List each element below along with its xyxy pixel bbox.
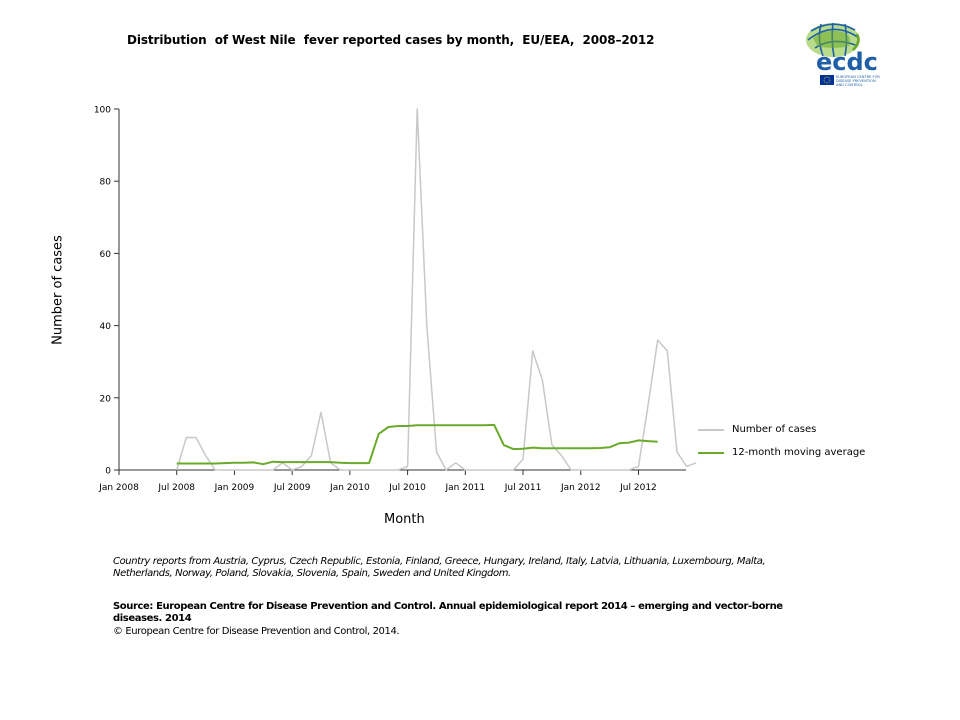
x-tick-label: Jul 2008 [157, 483, 195, 493]
ecdc-globe-icon: ecdc EUROPEAN CENTRE FOR DISEASE PREVENT… [806, 22, 880, 87]
legend-label: 12-month moving average [732, 447, 866, 458]
chart-legend: Number of cases 12-month moving average [698, 418, 865, 464]
y-tick-label: 60 [100, 250, 112, 260]
series-moving-average [176, 423, 658, 466]
svg-text:AND CONTROL: AND CONTROL [836, 83, 863, 87]
legend-item-cases: Number of cases [698, 418, 865, 441]
y-tick-label: 100 [94, 106, 111, 116]
x-tick-label: Jan 2011 [444, 483, 485, 493]
legend-swatch-cases [698, 428, 724, 431]
x-tick-label: Jan 2010 [329, 483, 370, 493]
line-chart: 0 20 40 60 80 100 Jan 2008 Jul 2008 Jan 2009 Jul… [94, 106, 697, 493]
legend-item-average: 12-month moving average [698, 441, 865, 464]
y-axis-label: Number of cases [50, 235, 66, 345]
y-tick-label: 80 [100, 178, 112, 188]
x-tick-label: Jan 2012 [560, 483, 601, 493]
legend-swatch-average [698, 451, 724, 454]
country-footnote: Country reports from Austria, Cyprus, Cz… [113, 556, 766, 579]
y-axis: 0 20 40 60 80 100 [94, 106, 120, 477]
copyright-notice: © European Centre for Disease Prevention… [113, 626, 400, 637]
y-tick-label: 0 [105, 467, 111, 477]
ecdc-logo: ecdc EUROPEAN CENTRE FOR DISEASE PREVENT… [803, 20, 883, 90]
svg-text:EUROPEAN CENTRE FOR: EUROPEAN CENTRE FOR [836, 75, 880, 79]
x-axis: Jan 2008 Jul 2008 Jan 2009 Jul 2009 Jan 2010… [98, 469, 686, 493]
y-tick-label: 20 [100, 394, 112, 404]
chart-title: Distribution of West Nile fever reported… [127, 33, 655, 47]
legend-label: Number of cases [732, 424, 817, 435]
logo-text: ecdc [816, 48, 878, 76]
x-axis-label: Month [384, 512, 425, 527]
x-tick-label: Jul 2009 [273, 483, 311, 493]
svg-text:DISEASE PREVENTION: DISEASE PREVENTION [836, 79, 876, 83]
y-tick-label: 40 [100, 322, 112, 332]
x-tick-label: Jul 2010 [388, 483, 426, 493]
x-tick-label: Jan 2009 [214, 483, 255, 493]
source-citation: Source: European Centre for Disease Prev… [113, 601, 783, 624]
series-number-of-cases [175, 108, 697, 471]
x-tick-label: Jul 2011 [504, 483, 542, 493]
x-tick-label: Jan 2008 [98, 483, 139, 493]
x-tick-label: Jul 2012 [619, 483, 657, 493]
